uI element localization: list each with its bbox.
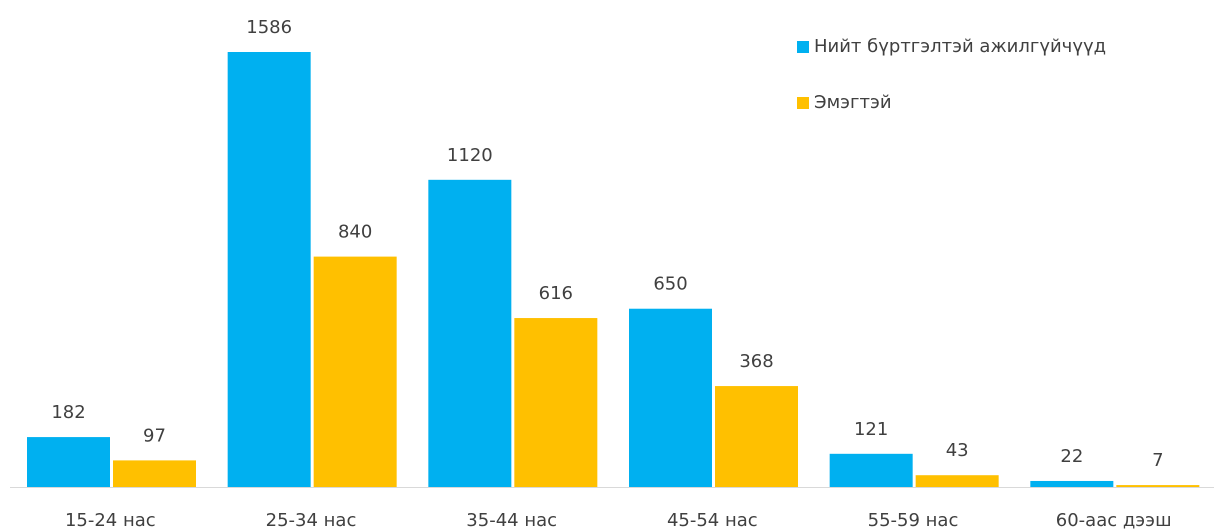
data-label: 616 <box>539 283 573 304</box>
x-tick-label: 35-44 нас <box>466 510 557 531</box>
x-tick-label: 55-59 нас <box>868 510 959 531</box>
bar <box>428 179 512 487</box>
data-label: 1586 <box>246 17 292 38</box>
bar <box>1116 485 1200 487</box>
data-label: 840 <box>338 222 372 243</box>
legend-swatch <box>797 97 809 109</box>
data-label: 368 <box>739 351 773 372</box>
bar <box>829 453 913 487</box>
data-label: 650 <box>653 274 687 295</box>
bar <box>514 318 598 487</box>
x-tick-label: 15-24 нас <box>65 510 156 531</box>
data-label: 1120 <box>447 145 493 166</box>
bar <box>715 386 798 487</box>
x-tick-label: 25-34 нас <box>266 510 357 531</box>
bar <box>227 52 311 487</box>
bar <box>27 437 110 487</box>
bar <box>629 308 712 487</box>
data-label: 7 <box>1152 450 1163 471</box>
data-label: 43 <box>946 440 969 461</box>
data-label: 182 <box>51 402 85 423</box>
data-label: 121 <box>854 419 888 440</box>
legend-label: Нийт бүртгэлтэй ажилгүйчүүд <box>814 36 1106 57</box>
legend-swatch <box>797 41 809 53</box>
bar <box>113 460 196 487</box>
x-tick-label: 45-54 нас <box>667 510 758 531</box>
bar <box>915 475 999 487</box>
data-label: 97 <box>143 425 166 446</box>
bar <box>1030 480 1114 487</box>
data-label: 22 <box>1060 446 1083 467</box>
legend-label: Эмэгтэй <box>814 92 892 113</box>
x-tick-label: 60-аас дээш <box>1056 510 1172 531</box>
bar <box>313 256 397 487</box>
